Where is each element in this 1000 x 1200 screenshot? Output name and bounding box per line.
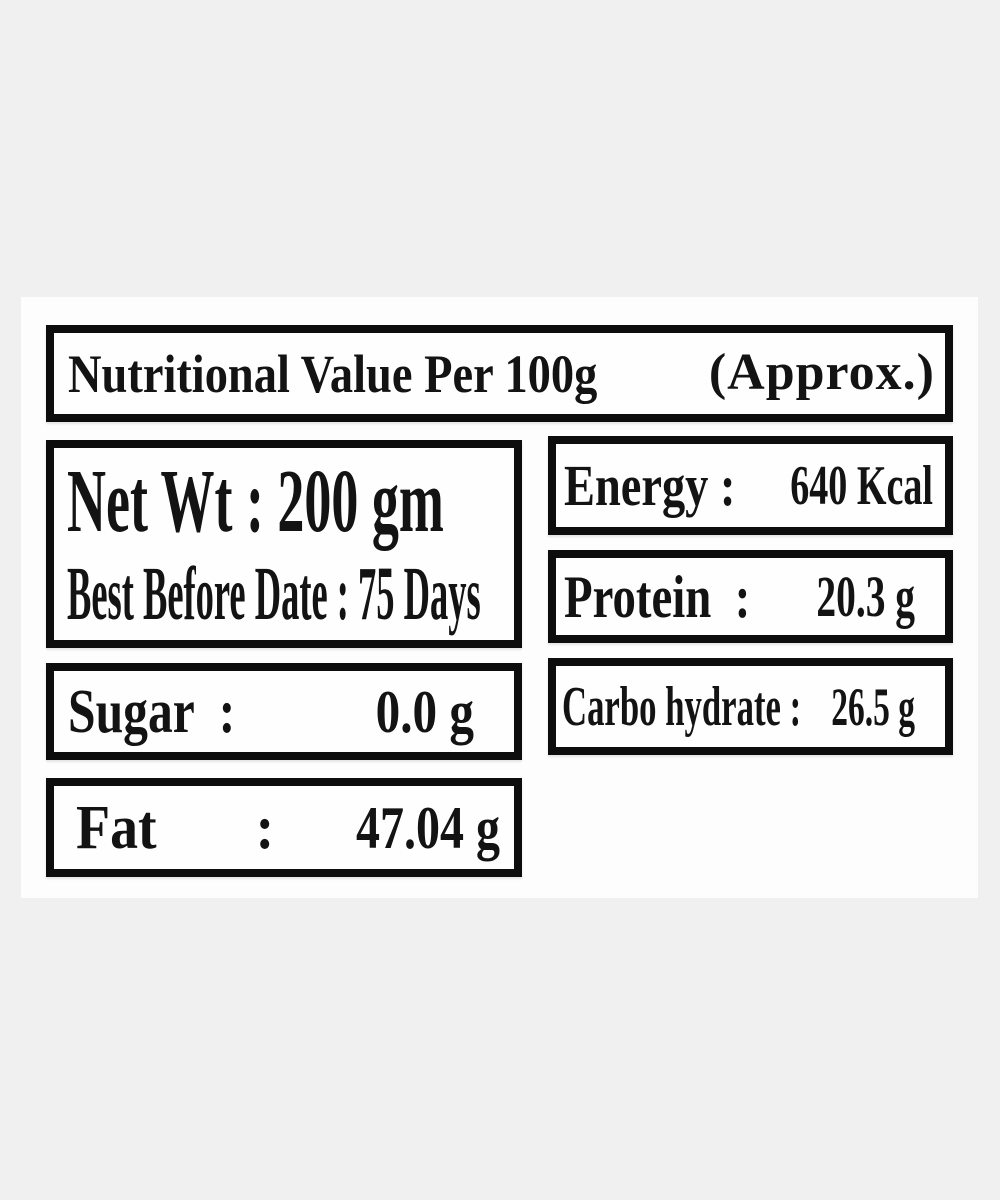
protein-value: 20.3 g	[816, 563, 915, 629]
best-before-line: Best Before Date : 75 Days	[67, 552, 481, 636]
sugar-value: 0.0 g	[375, 678, 474, 745]
energy-label: Energy :	[564, 452, 736, 518]
net-weight-box: Net Wt : 200 gm Best Before Date : 75 Da…	[46, 440, 522, 648]
energy-value: 640 Kcal	[790, 454, 933, 517]
protein-label: Protein :	[564, 563, 751, 630]
sugar-box: Sugar : 0.0 g	[46, 663, 522, 760]
fat-label: Fat :	[76, 793, 275, 862]
energy-box: Energy : 640 Kcal	[548, 436, 953, 535]
sugar-label: Sugar :	[68, 677, 236, 746]
carbohydrate-value: 26.5 g	[831, 676, 915, 737]
fat-box: Fat : 47.04 g	[46, 778, 522, 877]
fat-value: 47.04 g	[356, 794, 500, 861]
protein-box: Protein : 20.3 g	[548, 550, 953, 643]
net-weight-line: Net Wt : 200 gm	[67, 452, 444, 551]
carbohydrate-box: Carbo hydrate : 26.5 g	[548, 658, 953, 755]
carbohydrate-label: Carbo hydrate :	[562, 675, 802, 738]
nutrition-label-card: Nutritional Value Per 100g (Approx.) Net…	[21, 297, 978, 898]
title-main-text: Nutritional Value Per 100g	[68, 343, 598, 404]
title-box: Nutritional Value Per 100g (Approx.)	[46, 325, 953, 422]
title-approx-text: (Approx.)	[708, 343, 935, 401]
